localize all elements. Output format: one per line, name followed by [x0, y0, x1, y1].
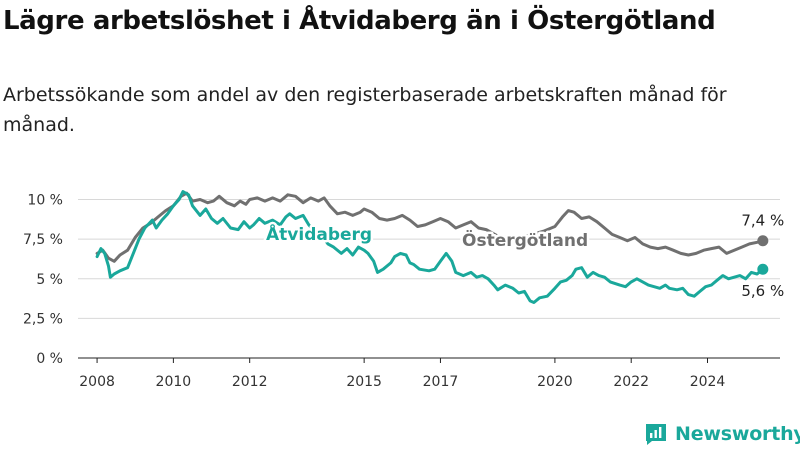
chart-subtitle: Arbetssökande som andel av den registerb…	[3, 84, 727, 136]
series-label-atvidaberg: Åtvidaberg	[266, 222, 372, 245]
y-tick-label: 2,5 %	[23, 311, 63, 327]
x-tick-label: 2008	[79, 374, 115, 390]
y-tick-label: 7,5 %	[23, 232, 63, 248]
series-line-atvidaberg	[95, 190, 765, 304]
chart-title: Lägre arbetslöshet i Åtvidaberg än i Öst…	[3, 6, 716, 36]
x-tick-label: 2010	[156, 374, 192, 390]
y-tick-label: 10 %	[27, 193, 63, 209]
series-end-label-ostergotland: 7,4 %	[741, 212, 784, 230]
brand-logo: Newsworthy	[644, 419, 800, 449]
x-tick-label: 2022	[613, 374, 649, 390]
y-tick-label: 0 %	[36, 351, 63, 367]
series-label-atvidaberg-halo: Åtvidaberg	[266, 222, 372, 245]
newsworthy-chart-logo-icon	[646, 424, 666, 445]
series-label-ostergotland: Östergötland	[462, 229, 588, 251]
x-tick-label: 2012	[232, 374, 268, 390]
series-end-dot-atvidaberg	[757, 263, 769, 275]
x-tick-label: 2024	[690, 374, 726, 390]
x-tick-label: 2015	[346, 374, 382, 390]
brand-name: Newsworthy	[675, 423, 800, 445]
series-label-ostergotland-halo: Östergötland	[462, 229, 588, 251]
x-tick-label: 2017	[423, 374, 459, 390]
series-line-ostergotland	[95, 191, 765, 263]
x-tick-label: 2020	[537, 374, 573, 390]
series-end-label-atvidaberg: 5,6 %	[741, 282, 784, 300]
series-end-dot-ostergotland	[757, 235, 769, 247]
y-tick-label: 5 %	[36, 272, 63, 288]
